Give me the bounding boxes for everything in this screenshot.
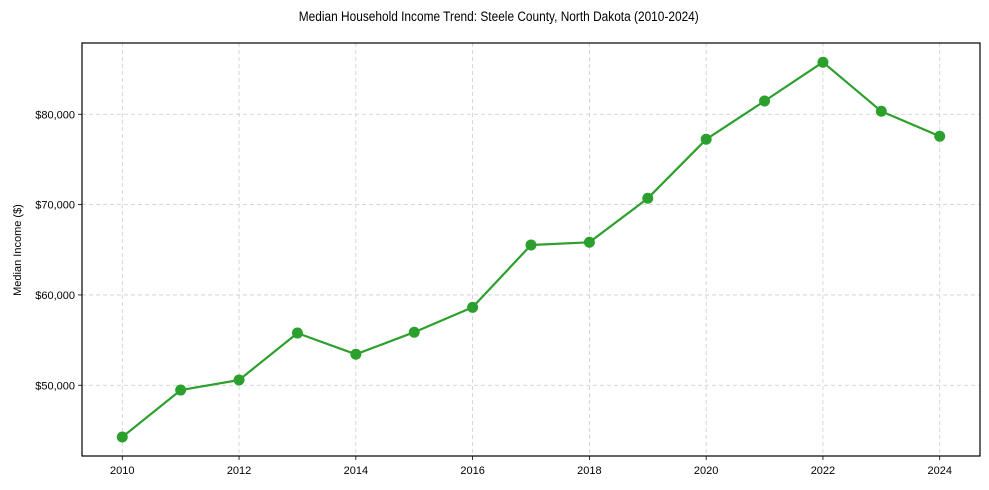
x-axis: 2010 2012 2014 2016 2018 2020 2022 2024	[110, 456, 952, 477]
data-point-marker	[583, 236, 595, 248]
x-tick-label: 2020	[694, 465, 718, 477]
data-point-marker	[759, 95, 771, 107]
gridlines	[82, 43, 980, 456]
data-point-marker	[291, 327, 303, 339]
y-tick-label: $50,000	[35, 380, 75, 392]
x-tick-label: 2012	[227, 465, 251, 477]
y-tick-label: $80,000	[35, 109, 75, 121]
data-point-marker	[700, 133, 712, 145]
x-tick-label: 2016	[460, 465, 484, 477]
x-tick-label: 2018	[577, 465, 601, 477]
y-axis: $50,000 $60,000 $70,000 $80,000	[35, 109, 82, 392]
y-tick-label: $70,000	[35, 200, 75, 212]
x-tick-label: 2014	[344, 465, 368, 477]
y-tick-label: $60,000	[35, 290, 75, 302]
data-point-marker	[233, 374, 245, 386]
chart-title: Median Household Income Trend: Steele Co…	[298, 9, 699, 24]
plot-frame	[81, 42, 981, 457]
data-point-marker	[934, 130, 946, 142]
x-tick-label: 2010	[110, 465, 134, 477]
data-point-marker	[116, 431, 128, 443]
x-tick-label: 2022	[811, 465, 835, 477]
x-tick-label: 2024	[927, 465, 951, 477]
data-point-marker	[817, 56, 829, 68]
data-series	[116, 56, 946, 443]
data-point-marker	[350, 348, 362, 360]
data-point-marker	[525, 239, 537, 251]
data-point-marker	[875, 105, 887, 117]
data-point-marker	[175, 384, 187, 396]
data-point-marker	[467, 301, 479, 313]
data-point-marker	[408, 326, 420, 338]
data-point-marker	[642, 192, 654, 204]
y-axis-label: Median Income ($)	[12, 204, 24, 296]
